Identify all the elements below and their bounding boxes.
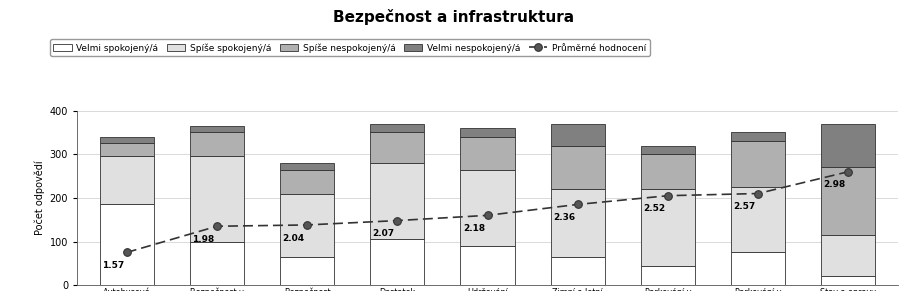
Text: 1.57: 1.57 [102, 261, 124, 270]
Text: 2.52: 2.52 [643, 204, 666, 213]
Bar [190, 132, 244, 157]
Bar [551, 124, 605, 146]
Text: 2.18: 2.18 [463, 224, 485, 233]
Text: 2.98: 2.98 [824, 180, 846, 189]
Bar [280, 163, 334, 169]
Bar [641, 154, 695, 189]
Text: 2.36: 2.36 [553, 213, 575, 222]
Bar [190, 157, 244, 242]
Bar [731, 141, 785, 187]
Bar [461, 128, 514, 137]
Bar [641, 146, 695, 154]
Bar [280, 194, 334, 257]
Bar [280, 169, 334, 194]
Y-axis label: Počet odpovědí: Počet odpovědí [34, 161, 45, 235]
Bar [821, 276, 875, 285]
Bar [280, 257, 334, 285]
Bar [641, 189, 695, 265]
Bar [190, 242, 244, 285]
Bar [641, 265, 695, 285]
Bar [821, 124, 875, 167]
Bar [100, 137, 154, 143]
Text: 2.04: 2.04 [282, 234, 305, 243]
Text: 2.57: 2.57 [734, 202, 756, 211]
Bar [100, 157, 154, 204]
Bar [100, 204, 154, 285]
Bar [370, 239, 424, 285]
Text: 2.07: 2.07 [373, 229, 395, 238]
Bar [461, 169, 514, 246]
Bar [551, 146, 605, 189]
Bar [821, 167, 875, 235]
Bar [551, 189, 605, 257]
Bar [370, 132, 424, 163]
Bar [370, 163, 424, 239]
Legend: Velmi spokojený/á, Spíše spokojený/á, Spíše nespokojený/á, Velmi nespokojený/á, : Velmi spokojený/á, Spíše spokojený/á, Sp… [50, 40, 649, 56]
Bar [731, 187, 785, 253]
Bar [731, 253, 785, 285]
Bar [461, 137, 514, 169]
Bar [821, 235, 875, 276]
Bar [370, 124, 424, 132]
Text: Bezpečnost a infrastruktura: Bezpečnost a infrastruktura [333, 9, 574, 25]
Bar [731, 132, 785, 141]
Bar [551, 257, 605, 285]
Bar [461, 246, 514, 285]
Text: 1.98: 1.98 [192, 235, 214, 244]
Bar [100, 143, 154, 157]
Bar [190, 126, 244, 132]
